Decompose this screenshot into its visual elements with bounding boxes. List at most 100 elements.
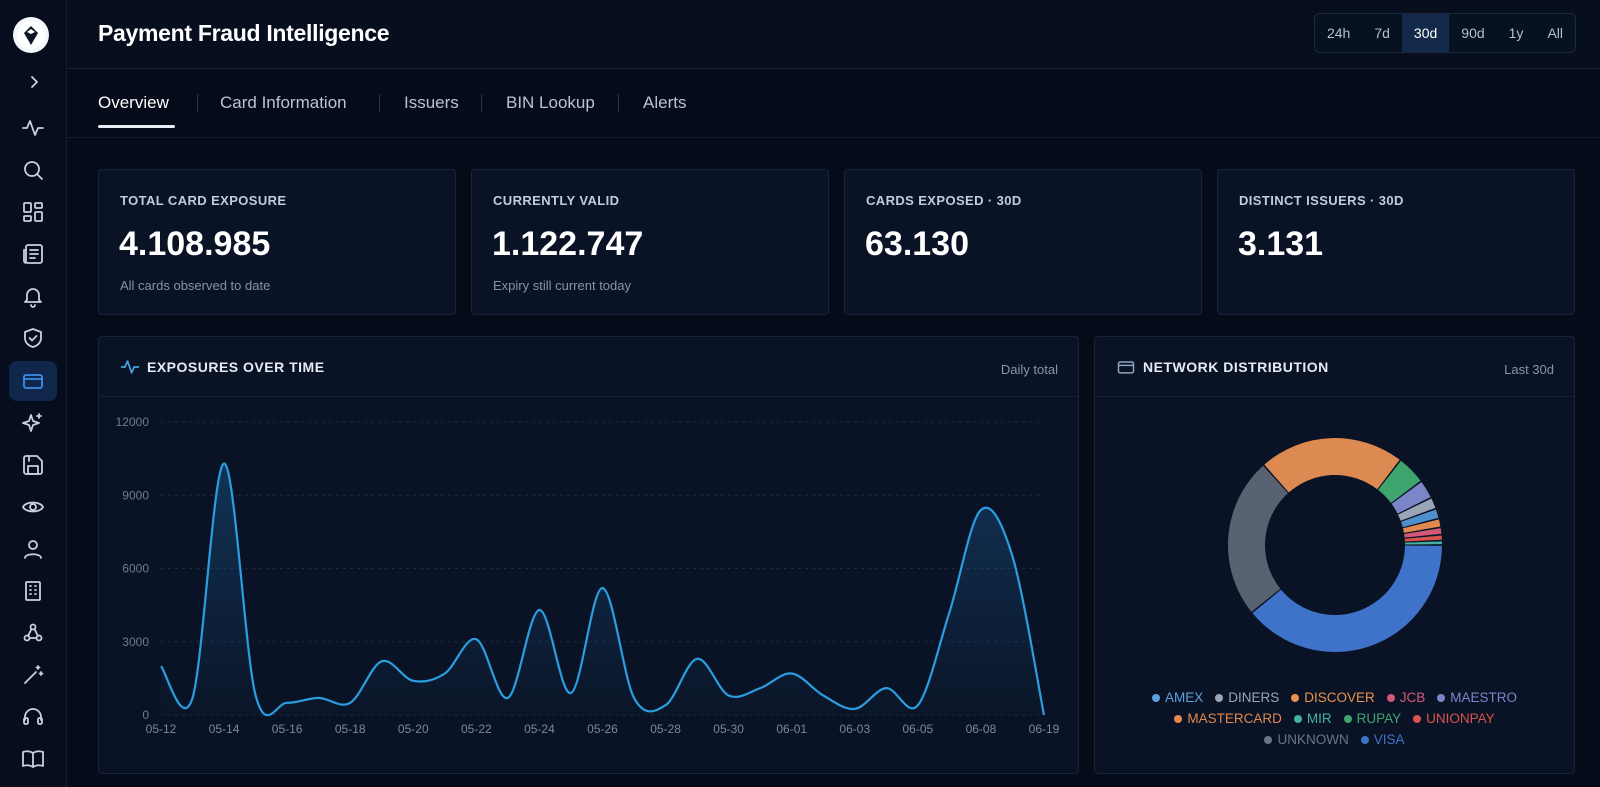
kpi-value: 63.130 <box>865 225 969 263</box>
sidebar-item-webhook[interactable] <box>9 613 57 653</box>
legend-item-visa[interactable]: VISA <box>1360 729 1405 750</box>
sidebar-item-credit-card[interactable] <box>9 361 57 401</box>
legend-item-unknown[interactable]: UNKNOWN <box>1264 729 1349 750</box>
legend-item-maestro[interactable]: MAESTRO <box>1437 687 1517 708</box>
donut-slice-jcb[interactable] <box>1404 528 1442 538</box>
sidebar-item-book[interactable] <box>9 739 57 779</box>
donut-slice-mir[interactable] <box>1404 541 1442 545</box>
bell-icon <box>24 288 42 308</box>
network-distribution-panel: NETWORK DISTRIBUTION Last 30d AMEX DINERS… <box>1094 336 1575 774</box>
credit-card-icon <box>23 374 43 389</box>
range-option-24h[interactable]: 24h <box>1326 25 1351 41</box>
range-option-1y[interactable]: 1y <box>1508 25 1524 41</box>
legend-swatch <box>1151 693 1160 702</box>
legend-swatch <box>1264 735 1273 744</box>
legend-item-unionpay[interactable]: UNIONPAY <box>1413 708 1495 729</box>
x-tick-label: 06-03 <box>839 722 870 736</box>
panel-header: EXPOSURES OVER TIME Daily total <box>99 337 1078 397</box>
eye-icon <box>22 501 44 513</box>
donut-slice-unknown[interactable] <box>1228 465 1288 612</box>
save-icon <box>23 455 43 475</box>
kpi-subtitle: All cards observed to date <box>120 278 271 293</box>
search-icon <box>24 161 43 180</box>
donut-slice-rupay[interactable] <box>1378 460 1421 503</box>
kpi-subtitle: Expiry still current today <box>493 278 631 293</box>
donut-slice-diners[interactable] <box>1398 498 1436 521</box>
user-icon <box>24 540 42 559</box>
tab-card-information[interactable]: Card Information <box>220 93 347 112</box>
y-tick-label: 0 <box>142 708 149 722</box>
sidebar-item-eye[interactable] <box>9 487 57 527</box>
legend-swatch <box>1215 693 1224 702</box>
legend-item-jcb[interactable]: JCB <box>1386 687 1425 708</box>
sidebar-item-search[interactable] <box>9 150 57 190</box>
exposures-panel: EXPOSURES OVER TIME Daily total 0 3000 600… <box>98 336 1079 774</box>
donut-slice-maestro[interactable] <box>1391 482 1431 514</box>
kpi-label: DISTINCT ISSUERS · 30D <box>1239 193 1404 208</box>
range-option-90d[interactable]: 90d <box>1461 25 1485 41</box>
app-logo[interactable] <box>13 17 49 53</box>
sidebar-item-magic-wand[interactable] <box>9 655 57 695</box>
x-tick-label: 06-19 <box>1029 722 1060 736</box>
legend-label: AMEX <box>1164 690 1204 705</box>
x-tick-label: 06-01 <box>776 722 807 736</box>
legend-label: DISCOVER <box>1304 690 1375 705</box>
building-icon <box>25 581 41 601</box>
top-header: Payment Fraud Intelligence 24h 7d 30d 90d 1y… <box>67 0 1600 69</box>
dashboard-icon <box>23 202 43 222</box>
kpi-distinct-issuers-30d: DISTINCT ISSUERS · 30D 3.131 <box>1217 169 1575 315</box>
sidebar-item-building[interactable] <box>9 571 57 611</box>
donut-slice-visa[interactable] <box>1252 545 1442 652</box>
legend-item-rupay[interactable]: RUPAY <box>1343 708 1401 729</box>
kpi-label: TOTAL CARD EXPOSURE <box>120 193 287 208</box>
x-tick-label: 05-12 <box>146 722 177 736</box>
legend-item-amex[interactable]: AMEX <box>1151 687 1204 708</box>
donut-slice-discover[interactable] <box>1402 519 1441 533</box>
legend-label: UNKNOWN <box>1277 732 1349 747</box>
legend-item-discover[interactable]: DISCOVER <box>1291 687 1375 708</box>
kpi-value: 4.108.985 <box>119 225 271 263</box>
range-option-30d[interactable]: 30d <box>1401 14 1450 52</box>
sidebar <box>0 0 67 787</box>
donut-slice-mastercard[interactable] <box>1264 438 1400 493</box>
range-option-all[interactable]: All <box>1547 25 1563 41</box>
y-tick-label: 3000 <box>122 635 149 649</box>
donut-slice-amex[interactable] <box>1401 509 1439 528</box>
sidebar-item-shield[interactable] <box>9 318 57 358</box>
legend-item-mir[interactable]: MIR <box>1293 708 1332 729</box>
page-title: Payment Fraud Intelligence <box>98 20 390 46</box>
sidebar-item-bell[interactable] <box>9 276 57 316</box>
exposure-area <box>161 463 1044 716</box>
credit-card-icon <box>1117 361 1135 374</box>
tab-overview[interactable]: Overview <box>98 93 169 112</box>
y-tick-label: 9000 <box>122 488 149 502</box>
legend-item-mastercard[interactable]: MASTERCARD <box>1174 708 1282 729</box>
legend-item-diners[interactable]: DINERS <box>1215 687 1279 708</box>
legend-row: MASTERCARD MIR RUPAY UNIONPAY <box>1095 708 1574 729</box>
sidebar-item-sparkles[interactable] <box>9 403 57 443</box>
sidebar-item-dashboard[interactable] <box>9 192 57 232</box>
tab-issuers[interactable]: Issuers <box>404 93 459 112</box>
sidebar-item-activity[interactable] <box>9 108 57 148</box>
x-tick-label: 05-24 <box>524 722 555 736</box>
legend-swatch <box>1360 735 1369 744</box>
magic-wand-icon <box>24 665 44 684</box>
headset-icon <box>23 708 43 725</box>
sidebar-item-save[interactable] <box>9 445 57 485</box>
activity-icon <box>22 120 44 136</box>
sidebar-item-headset[interactable] <box>9 697 57 737</box>
range-option-7d[interactable]: 7d <box>1374 25 1390 41</box>
kpi-value: 1.122.747 <box>492 225 644 263</box>
legend-swatch <box>1293 714 1302 723</box>
tab-bin-lookup[interactable]: BIN Lookup <box>506 93 595 112</box>
network-donut-chart[interactable] <box>1095 397 1575 677</box>
sidebar-item-newspaper[interactable] <box>9 234 57 274</box>
panel-note: Daily total <box>1000 362 1058 377</box>
tab-alerts[interactable]: Alerts <box>643 93 687 112</box>
exposures-line-chart[interactable]: 0 3000 6000 9000 12000 05-12 05-14 05-16 05-18 05… <box>99 397 1079 774</box>
kpi-total-card-exposure: TOTAL CARD EXPOSURE 4.108.985 All cards … <box>98 169 456 315</box>
expand-sidebar-button[interactable] <box>22 70 46 94</box>
sparkles-icon <box>22 413 42 432</box>
donut-slice-unionpay[interactable] <box>1404 535 1442 542</box>
sidebar-item-user[interactable] <box>9 529 57 569</box>
